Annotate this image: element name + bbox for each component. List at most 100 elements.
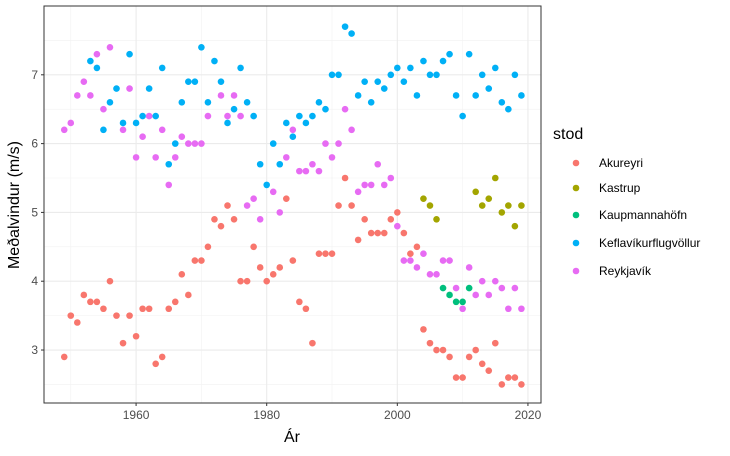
point-reykjavik <box>465 264 473 271</box>
point-akureyri <box>100 305 107 313</box>
point-reykjavik <box>152 154 159 161</box>
point-akureyri <box>282 195 290 202</box>
point-keflavikurflugvollur <box>217 78 225 85</box>
point-akureyri <box>354 236 362 244</box>
point-keflavikurflugvollur <box>361 78 368 85</box>
point-akureyri <box>289 257 297 264</box>
point-reykjavik <box>491 277 499 285</box>
point-kaupmannahofn <box>459 298 466 306</box>
point-akureyri <box>387 215 395 223</box>
point-akureyri <box>74 319 81 326</box>
point-keflavikurflugvollur <box>276 160 284 168</box>
point-reykjavik <box>322 140 329 147</box>
legend-key <box>572 159 580 167</box>
point-akureyri <box>217 222 225 230</box>
point-keflavikurflugvollur <box>230 105 238 113</box>
point-reykjavik <box>296 167 303 175</box>
point-akureyri <box>93 298 101 306</box>
panel-border <box>43 5 542 404</box>
point-reykjavik <box>511 284 519 292</box>
point-reykjavik <box>106 43 114 51</box>
point-akureyri <box>335 202 342 209</box>
point-reykjavik <box>139 133 146 141</box>
point-akureyri <box>145 305 153 313</box>
points <box>60 23 525 388</box>
point-akureyri <box>211 215 218 223</box>
y-tick-label: 6 <box>31 137 38 151</box>
point-keflavikurflugvollur <box>237 64 244 72</box>
point-keflavikurflugvollur <box>505 105 512 113</box>
point-reykjavik <box>472 291 479 299</box>
x-axis: 1960 1980 2000 2020 <box>123 403 542 422</box>
point-akureyri <box>158 353 166 361</box>
point-reykjavik <box>335 140 342 147</box>
point-keflavikurflugvollur <box>354 92 362 99</box>
point-keflavikurflugvollur <box>100 126 107 134</box>
point-keflavikurflugvollur <box>165 160 173 168</box>
point-keflavikurflugvollur <box>439 57 447 65</box>
point-akureyri <box>505 374 512 381</box>
point-akureyri <box>472 346 479 354</box>
point-akureyri <box>518 381 525 388</box>
point-reykjavik <box>380 181 388 189</box>
point-keflavikurflugvollur <box>302 119 310 127</box>
point-keflavikurflugvollur <box>211 57 218 65</box>
point-keflavikurflugvollur <box>263 181 271 189</box>
point-reykjavik <box>328 154 336 161</box>
point-keflavikurflugvollur <box>315 99 323 106</box>
point-akureyri <box>139 305 146 313</box>
point-reykjavik <box>119 126 127 134</box>
point-akureyri <box>498 381 506 388</box>
point-reykjavik <box>237 112 244 120</box>
point-keflavikurflugvollur <box>204 99 212 106</box>
point-akureyri <box>67 312 75 319</box>
point-reykjavik <box>250 195 257 202</box>
point-keflavikurflugvollur <box>387 71 395 79</box>
legend-label: Reykjavík <box>599 264 652 278</box>
point-reykjavik <box>230 92 238 99</box>
point-keflavikurflugvollur <box>106 99 114 106</box>
legend-key <box>572 184 580 192</box>
point-reykjavik <box>282 154 290 161</box>
point-akureyri <box>309 339 316 347</box>
point-reykjavik <box>243 202 251 209</box>
point-keflavikurflugvollur <box>152 112 159 120</box>
point-reykjavik <box>256 215 264 223</box>
point-akureyri <box>224 202 231 209</box>
point-keflavikurflugvollur <box>93 64 101 72</box>
point-keflavikurflugvollur <box>198 43 205 51</box>
point-keflavikurflugvollur <box>126 50 133 58</box>
point-akureyri <box>185 291 192 299</box>
point-akureyri <box>341 174 349 182</box>
point-akureyri <box>243 277 251 285</box>
point-akureyri <box>446 353 453 361</box>
point-keflavikurflugvollur <box>132 119 140 127</box>
point-keflavikurflugvollur <box>243 99 251 106</box>
point-reykjavik <box>224 112 231 120</box>
point-keflavikurflugvollur <box>478 71 486 79</box>
point-reykjavik <box>269 188 277 196</box>
point-akureyri <box>380 229 388 237</box>
point-akureyri <box>178 271 186 278</box>
point-keflavikurflugvollur <box>472 92 479 99</box>
point-akureyri <box>433 346 440 354</box>
legend-title: stod <box>553 126 583 143</box>
legend-label: Akureyri <box>599 156 643 170</box>
point-keflavikurflugvollur <box>178 99 186 106</box>
legend: stod Akureyri Kastrup Kaupmannahöfn Keflaví… <box>553 126 700 278</box>
point-kastrup <box>433 215 440 223</box>
point-reykjavik <box>439 257 447 264</box>
point-akureyri <box>113 312 120 319</box>
point-reykjavik <box>426 271 434 278</box>
point-keflavikurflugvollur <box>256 160 264 168</box>
point-keflavikurflugvollur <box>335 71 342 79</box>
point-kastrup <box>518 202 525 209</box>
point-keflavikurflugvollur <box>511 71 519 79</box>
point-keflavikurflugvollur <box>348 30 355 37</box>
point-akureyri <box>119 339 127 347</box>
point-keflavikurflugvollur <box>433 71 440 79</box>
point-keflavikurflugvollur <box>139 112 146 120</box>
point-akureyri <box>152 360 159 368</box>
point-kaupmannahofn <box>439 284 447 292</box>
